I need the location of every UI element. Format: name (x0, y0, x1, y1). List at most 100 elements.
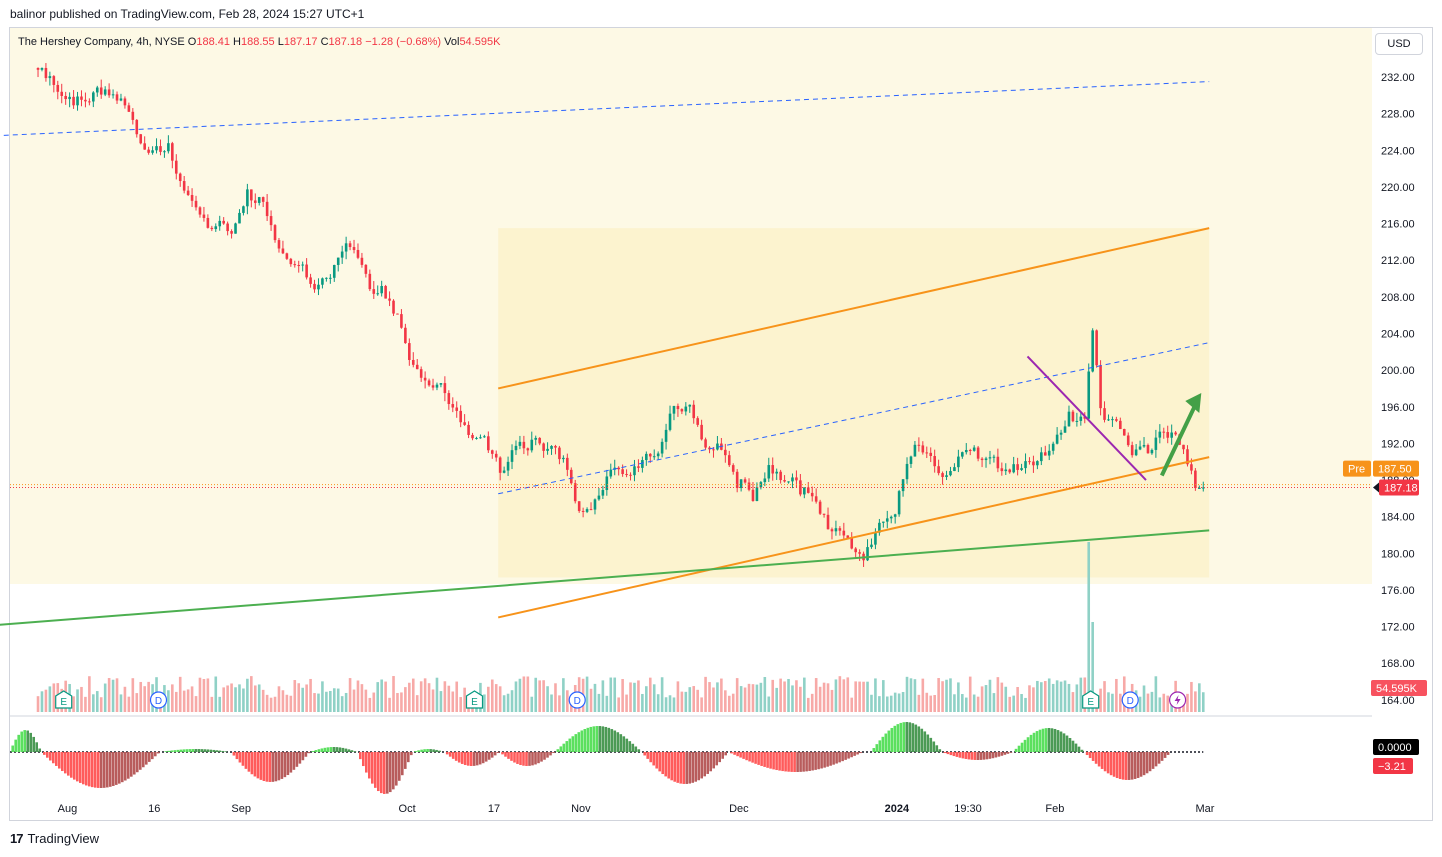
oscillator-bar (559, 746, 563, 752)
oscillator-bar (61, 752, 64, 772)
volume-bar (696, 689, 699, 712)
candle-body (676, 405, 680, 410)
candle-body (48, 76, 52, 79)
oscillator-bar (781, 752, 784, 772)
volume-bar (111, 679, 115, 712)
candle-body (680, 409, 684, 412)
oscillator-bar (423, 749, 426, 752)
channel-zone (498, 228, 1210, 578)
oscillator-bar (209, 749, 213, 752)
volume-bar (731, 693, 735, 712)
osc-value-tag-bg (1373, 758, 1413, 774)
volume-bar (708, 682, 711, 712)
volume-bar (313, 693, 316, 712)
earnings-event-icon (55, 690, 73, 709)
candle-body (1158, 431, 1162, 438)
volume-bar (222, 687, 225, 712)
candle-body (996, 456, 1000, 469)
time-tick: 16 (148, 803, 160, 815)
oscillator-bar (380, 752, 383, 794)
oscillator-bar (1000, 752, 1004, 756)
oscillator-bar (504, 752, 507, 757)
currency-button[interactable]: USD (1375, 33, 1423, 55)
candle-body (704, 439, 707, 448)
candle-body (210, 227, 214, 230)
volume-bar (494, 684, 498, 712)
dividend-event-label: D (574, 696, 581, 707)
candle-body (830, 529, 834, 532)
oscillator-bar (398, 752, 401, 781)
oscillator-bar (14, 739, 17, 752)
oscillator-bar (1124, 752, 1128, 780)
candle-body (498, 457, 502, 473)
candle-body (435, 384, 439, 388)
volume-bar (265, 694, 269, 712)
oscillator-histogram (11, 722, 1170, 794)
last-price-tag-bg (1379, 479, 1419, 496)
price-tick: 164.00 (1381, 695, 1415, 707)
volume-bar (660, 677, 664, 712)
oscillator-bar (191, 749, 195, 752)
oscillator-bar (510, 752, 513, 761)
candle-body (621, 469, 624, 475)
oscillator-bar (808, 752, 811, 771)
candle-body (637, 466, 640, 468)
channel-mid-dashed-line (498, 342, 1210, 495)
oscillator-bar (304, 752, 308, 757)
volume-bar (637, 680, 640, 712)
legend-close-label: C (320, 36, 329, 48)
volume-bar (957, 682, 960, 712)
time-tick: Mar (1196, 803, 1215, 815)
candle-body (803, 487, 806, 495)
volume-bar (178, 676, 182, 712)
candle-body (1186, 449, 1189, 465)
candle-body (1091, 330, 1094, 372)
oscillator-bar (676, 752, 679, 783)
volume-bar (968, 676, 972, 712)
volume-bar (455, 681, 459, 712)
volume-bar (747, 683, 751, 712)
oscillator-bar (805, 752, 808, 772)
volume-bar (542, 680, 545, 712)
volume-bar (526, 676, 530, 712)
oscillator-bar (604, 726, 608, 752)
time-tick: Oct (399, 803, 416, 815)
oscillator-bar (151, 752, 154, 760)
candle-body (44, 67, 48, 79)
candle-body (159, 146, 162, 152)
oscillator-bar (1130, 752, 1134, 780)
oscillator-bar (100, 752, 103, 788)
candle-body (368, 273, 372, 290)
volume-bar (510, 690, 514, 712)
oscillator-bar (164, 751, 168, 752)
candle-body (870, 544, 873, 548)
volume-bar (779, 678, 782, 712)
candle-body (629, 474, 632, 476)
volume-bar (992, 693, 996, 712)
oscillator-bar (395, 752, 398, 786)
volume-bar (293, 680, 297, 712)
oscillator-bar (610, 729, 614, 752)
tradingview-brand[interactable]: 17 TradingView (10, 831, 99, 846)
volume-bar (1194, 691, 1197, 712)
volume-bar (720, 678, 723, 712)
oscillator-bar (979, 752, 983, 760)
volume-bar (755, 684, 759, 712)
volume-bar (1201, 692, 1205, 712)
volume-bar (921, 678, 925, 712)
candle-body (360, 257, 364, 265)
oscillator-bar (1026, 737, 1030, 752)
oscillator-bar (106, 752, 109, 788)
oscillator-bar (295, 752, 299, 767)
candle-body (206, 217, 210, 228)
oscillator-bar (949, 752, 953, 756)
volume-bar (735, 678, 739, 712)
volume-bar (356, 680, 360, 712)
oscillator-bar (1006, 752, 1010, 754)
oscillator-bar (133, 752, 136, 775)
oscillator-bar (994, 752, 998, 758)
candle-body (747, 482, 751, 490)
oscillator-bar (778, 752, 781, 771)
oscillator-bar (637, 749, 641, 752)
